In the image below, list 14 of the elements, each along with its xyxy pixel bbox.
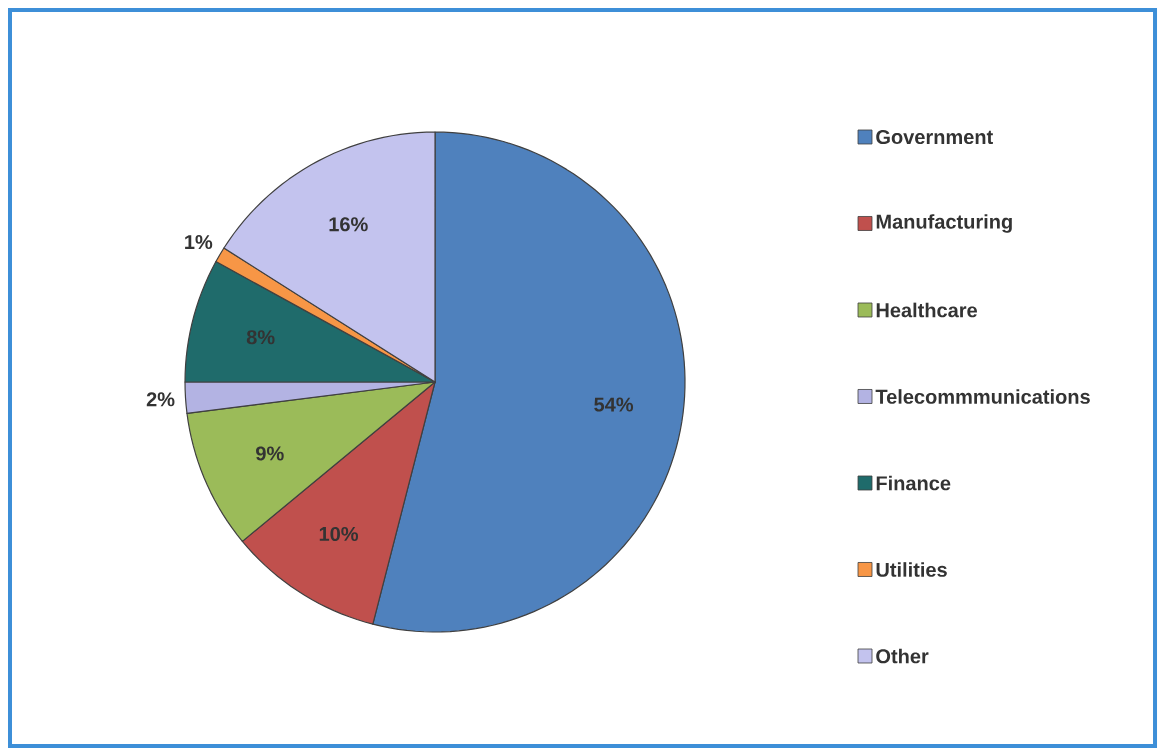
legend-label: Healthcare	[876, 302, 977, 318]
legend-label: Finance	[876, 475, 951, 491]
data-label: 1%	[185, 234, 213, 250]
data-label: 16%	[329, 217, 368, 232]
legend-label: Telecommmunications	[875, 389, 1090, 404]
legend-label: Government	[876, 129, 993, 145]
data-label: 54%	[594, 397, 634, 412]
legend-label: Manufacturing	[876, 214, 1012, 233]
data-label: 2%	[146, 392, 175, 407]
legend-label: Utilities	[876, 562, 947, 577]
data-label: 10%	[319, 526, 359, 542]
data-label: 9%	[256, 446, 284, 461]
legend-label: Other	[876, 648, 929, 664]
data-label: 8%	[246, 330, 275, 345]
